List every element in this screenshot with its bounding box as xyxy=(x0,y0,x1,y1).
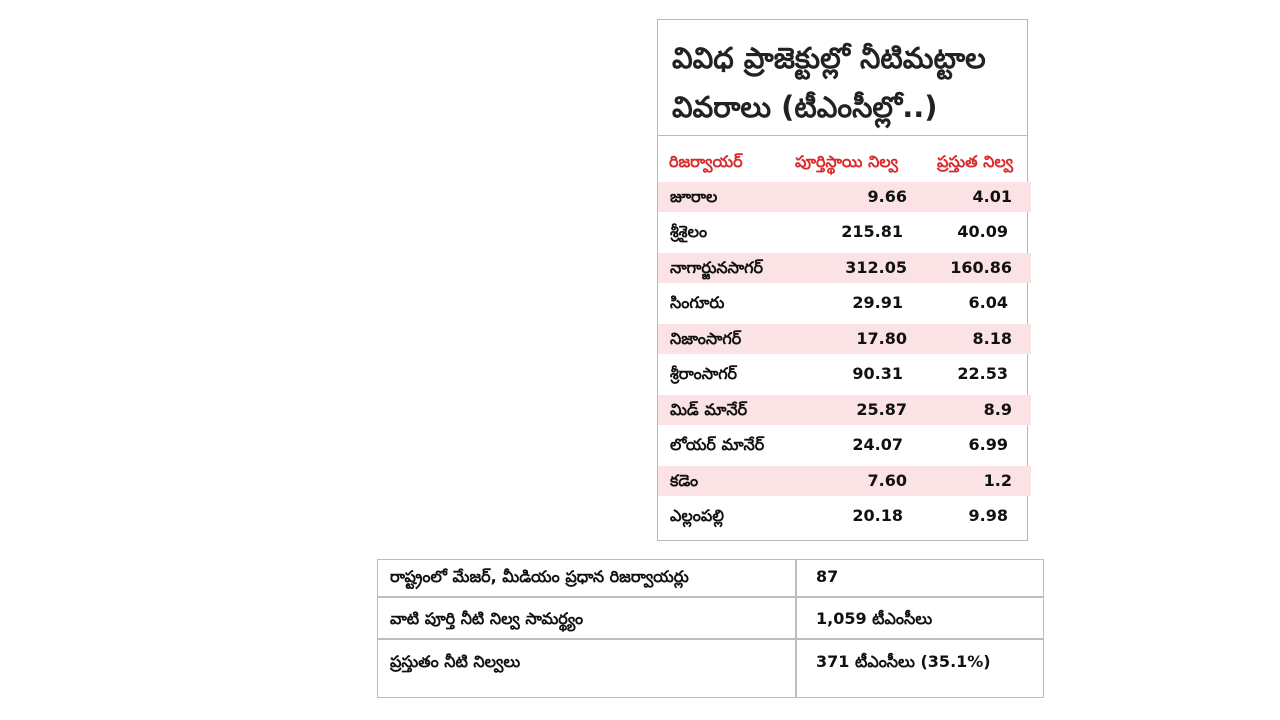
current-storage-value: 22.53 xyxy=(957,364,1008,383)
full-storage-value: 312.05 xyxy=(845,258,907,277)
reservoir-name: జూరాల xyxy=(670,187,718,206)
table-row: నిజాంసాగర్ 17.80 8.18 xyxy=(658,324,1031,354)
summary-table: రాష్ట్రంలో మేజర్, మీడియం ప్రధాన రిజర్వాయ… xyxy=(377,559,1044,698)
summary-label: రాష్ట్రంలో మేజర్, మీడియం ప్రధాన రిజర్వాయ… xyxy=(390,567,689,586)
full-storage-value: 7.60 xyxy=(867,471,907,490)
summary-row: ప్రస్తుతం నీటి నిల్వలు 371 టీఎంసీలు (35.… xyxy=(378,645,1043,680)
reservoir-name: శ్రీశైలం xyxy=(670,222,708,241)
current-storage-value: 6.04 xyxy=(968,293,1008,312)
title-line-1: వివిధ ప్రాజెక్టుల్లో నీటిమట్టాల xyxy=(672,41,986,75)
full-storage-value: 24.07 xyxy=(852,435,903,454)
full-storage-value: 20.18 xyxy=(852,506,903,525)
reservoir-name: సింగూరు xyxy=(670,293,725,312)
full-storage-value: 25.87 xyxy=(856,400,907,419)
summary-row: రాష్ట్రంలో మేజర్, మీడియం ప్రధాన రిజర్వాయ… xyxy=(378,560,1043,595)
table-row: సింగూరు 29.91 6.04 xyxy=(658,288,1027,318)
header-reservoir: రిజర్వాయర్ xyxy=(669,152,743,171)
summary-value: 1,059 టీఎంసీలు xyxy=(816,609,933,628)
reservoir-name: నాగార్జునసాగర్ xyxy=(670,258,763,277)
row-divider xyxy=(378,638,1043,640)
reservoir-levels-card: వివిధ ప్రాజెక్టుల్లో నీటిమట్టాల వివరాలు … xyxy=(657,19,1031,541)
table-row: నాగార్జునసాగర్ 312.05 160.86 xyxy=(658,253,1031,283)
table-row: ఎల్లంపల్లి 20.18 9.98 xyxy=(658,501,1027,531)
current-storage-value: 9.98 xyxy=(968,506,1008,525)
full-storage-value: 90.31 xyxy=(852,364,903,383)
table-row: మిడ్ మానేర్ 25.87 8.9 xyxy=(658,395,1031,425)
reservoir-name: లోయర్ మానేర్ xyxy=(670,435,765,454)
current-storage-value: 4.01 xyxy=(972,187,1012,206)
summary-value: 87 xyxy=(816,567,839,586)
reservoir-name: శ్రీరాంసాగర్ xyxy=(670,364,738,383)
table-row: శ్రీశైలం 215.81 40.09 xyxy=(658,217,1027,247)
reservoir-name: కడెం xyxy=(670,471,699,490)
reservoir-name: నిజాంసాగర్ xyxy=(670,329,742,348)
full-storage-value: 9.66 xyxy=(867,187,907,206)
current-storage-value: 8.9 xyxy=(983,400,1012,419)
summary-label: వాటి పూర్తి నీటి నిల్వ సామర్థ్యం xyxy=(390,609,584,628)
summary-label: ప్రస్తుతం నీటి నిల్వలు xyxy=(390,652,521,671)
current-storage-value: 160.86 xyxy=(950,258,1012,277)
card-title: వివిధ ప్రాజెక్టుల్లో నీటిమట్టాల వివరాలు … xyxy=(658,20,1027,136)
current-storage-value: 6.99 xyxy=(968,435,1008,454)
current-storage-value: 40.09 xyxy=(957,222,1008,241)
table-row: జూరాల 9.66 4.01 xyxy=(658,182,1031,212)
column-divider xyxy=(795,560,797,697)
table-row: లోయర్ మానేర్ 24.07 6.99 xyxy=(658,430,1027,460)
table-header: రిజర్వాయర్ పూర్తిస్థాయి నిల్వ ప్రస్తుత న… xyxy=(658,146,1027,182)
full-storage-value: 29.91 xyxy=(852,293,903,312)
full-storage-value: 215.81 xyxy=(841,222,903,241)
full-storage-value: 17.80 xyxy=(856,329,907,348)
current-storage-value: 1.2 xyxy=(983,471,1012,490)
reservoir-name: ఎల్లంపల్లి xyxy=(670,506,724,525)
summary-row: వాటి పూర్తి నీటి నిల్వ సామర్థ్యం 1,059 ట… xyxy=(378,602,1043,637)
table-row: కడెం 7.60 1.2 xyxy=(658,466,1031,496)
row-divider xyxy=(378,596,1043,598)
header-current-storage: ప్రస్తుత నిల్వ xyxy=(937,152,1014,171)
reservoir-name: మిడ్ మానేర్ xyxy=(670,400,748,419)
current-storage-value: 8.18 xyxy=(972,329,1012,348)
table-row: శ్రీరాంసాగర్ 90.31 22.53 xyxy=(658,359,1027,389)
title-line-2: వివరాలు (టీఎంసీల్లో..) xyxy=(672,90,938,124)
summary-value: 371 టీఎంసీలు (35.1%) xyxy=(816,652,991,671)
header-full-storage: పూర్తిస్థాయి నిల్వ xyxy=(795,152,898,171)
